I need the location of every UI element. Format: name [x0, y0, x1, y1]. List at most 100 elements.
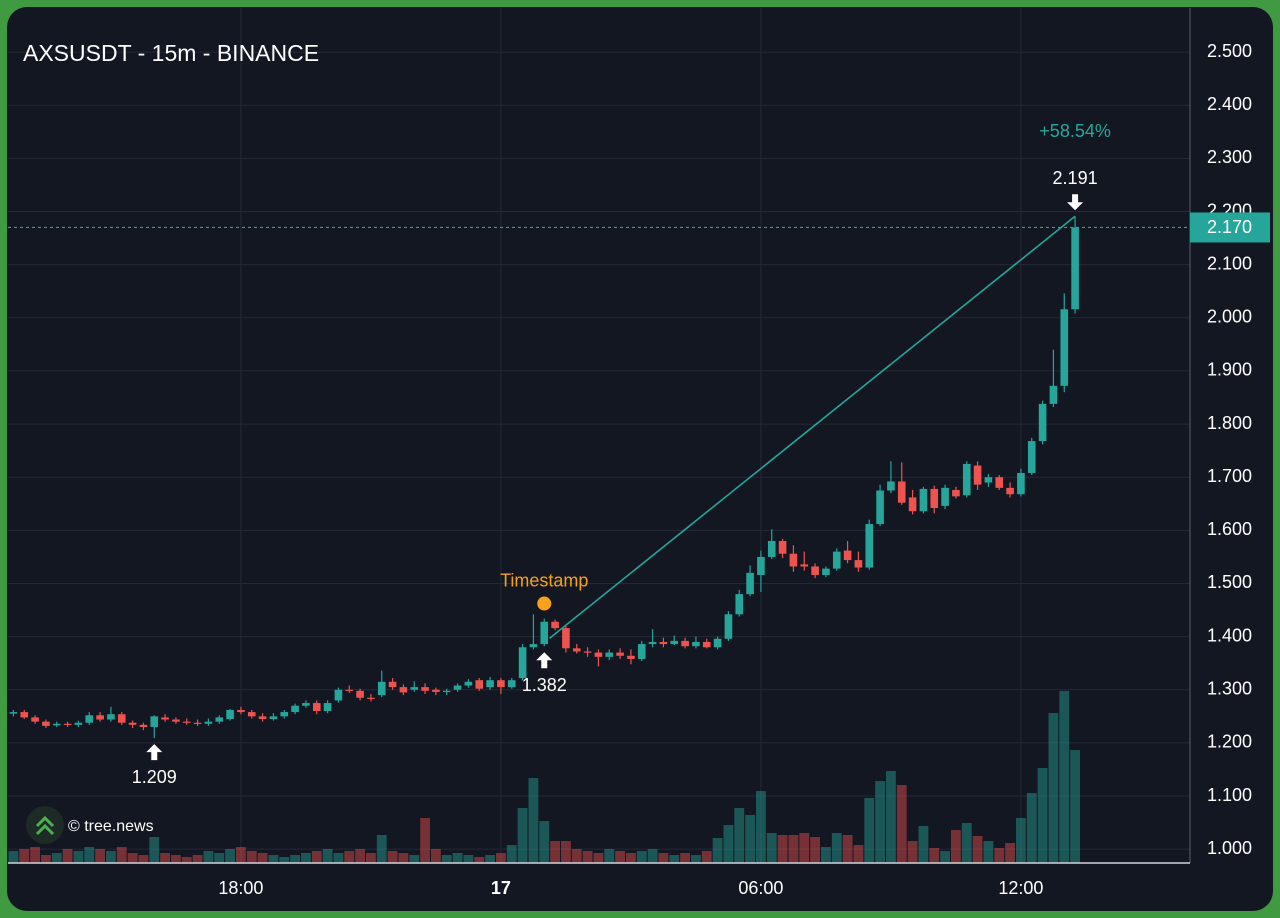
volume-bar — [84, 847, 95, 863]
volume-bar — [961, 823, 972, 863]
volume-bar — [821, 847, 831, 863]
volume-bar — [181, 857, 192, 863]
candle-body — [1071, 227, 1079, 310]
candle-body — [832, 551, 841, 569]
trend-line — [549, 215, 1076, 639]
volume-bar — [539, 821, 550, 863]
candle-body — [117, 714, 126, 723]
candle-body — [226, 709, 234, 719]
candle-body — [908, 497, 917, 512]
candle-body — [887, 481, 895, 491]
candle-body — [605, 652, 614, 657]
watermark: © tree.news — [68, 818, 154, 835]
volume-bar — [268, 855, 279, 863]
volume-bar — [896, 785, 907, 863]
candle-body — [757, 556, 765, 575]
candle-body — [1038, 403, 1047, 442]
volume-bar — [290, 855, 300, 863]
candle-body — [128, 722, 137, 725]
candle-body — [529, 644, 538, 648]
candle-body — [280, 712, 289, 717]
volume-bar — [517, 808, 528, 863]
candle-body — [767, 540, 776, 557]
candle-body — [973, 465, 982, 485]
volume-bar — [1070, 750, 1080, 863]
volume-bar — [951, 830, 961, 863]
panel — [7, 7, 1273, 911]
candle-body — [616, 652, 624, 656]
y-tick-label: 1.000 — [1207, 838, 1252, 858]
y-tick-label: 2.000 — [1207, 307, 1252, 327]
candle-body — [811, 566, 819, 575]
candle-body — [410, 687, 419, 690]
candle-body — [74, 722, 83, 725]
candle-body — [930, 488, 939, 509]
candle-body — [323, 703, 332, 712]
volume-bar — [474, 857, 485, 863]
volume-bar — [853, 845, 864, 863]
candle-body — [442, 690, 451, 693]
candle-body — [258, 716, 267, 719]
y-tick-label: 2.100 — [1207, 253, 1252, 273]
candle-body — [377, 681, 386, 696]
candle-body — [562, 628, 570, 649]
volume-bar — [344, 851, 355, 863]
candle-body — [475, 680, 484, 689]
candle-body — [583, 651, 592, 653]
candle-body — [778, 540, 787, 554]
x-tick-label: 18:00 — [218, 878, 263, 898]
y-tick-label: 1.700 — [1207, 466, 1252, 486]
candle-body — [648, 641, 657, 645]
candle-body — [518, 647, 527, 679]
volume-bar — [647, 849, 658, 863]
candle-body — [984, 477, 993, 483]
candle-body — [334, 689, 343, 701]
y-tick-label: 1.600 — [1207, 519, 1252, 539]
volume-bar — [355, 849, 365, 863]
x-tick-label: 17 — [491, 878, 511, 898]
timestamp-dot — [537, 596, 552, 611]
candle-body — [302, 703, 310, 706]
candle-body — [1017, 472, 1025, 495]
volume-bar — [929, 848, 940, 863]
volume-bar — [485, 855, 495, 863]
candle-body — [486, 680, 494, 688]
candle-body — [1060, 309, 1069, 386]
volume-bar — [886, 771, 896, 863]
candle-body — [822, 568, 830, 575]
x-tick-label: 12:00 — [998, 878, 1043, 898]
candle-body — [1027, 441, 1036, 473]
candle-body — [507, 680, 516, 688]
volume-bar — [788, 835, 799, 863]
volume-bar — [593, 853, 604, 863]
volume-bar — [366, 853, 376, 863]
candle-body — [31, 717, 39, 722]
volume-bar — [376, 835, 387, 863]
volume-bar — [734, 808, 745, 863]
candle-body — [551, 621, 559, 629]
volume-bar — [1037, 768, 1048, 863]
y-tick-label: 2.500 — [1207, 41, 1252, 61]
candle-body — [865, 523, 874, 568]
candle-body — [150, 716, 159, 727]
candle-body — [1049, 385, 1058, 404]
candle-body — [724, 614, 733, 639]
volume-bar — [1016, 818, 1026, 863]
volume-bar — [116, 847, 127, 863]
volume-bar — [19, 849, 30, 863]
candle-body — [399, 687, 408, 693]
volume-bar — [463, 855, 474, 863]
volume-bar — [615, 851, 625, 863]
y-tick-label: 1.900 — [1207, 360, 1252, 380]
candle-body — [952, 489, 960, 497]
candle-body — [843, 550, 852, 561]
candle-body — [692, 641, 700, 647]
y-tick-label: 1.800 — [1207, 413, 1252, 433]
candle-body — [572, 648, 581, 652]
volume-bar — [333, 853, 344, 863]
candle-body — [9, 712, 18, 714]
volume-bar — [561, 841, 571, 863]
volume-bar — [387, 851, 398, 863]
volume-bar — [106, 851, 116, 863]
candle-body — [42, 721, 50, 726]
